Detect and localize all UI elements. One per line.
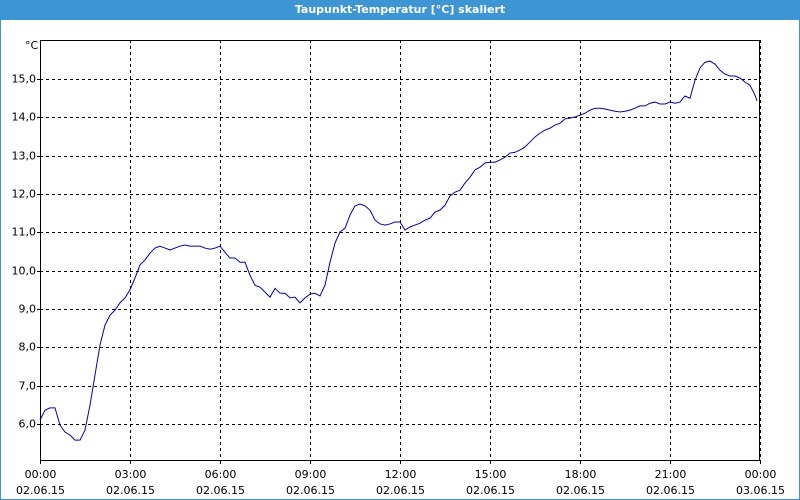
x-tick-label: 00:00 — [25, 468, 57, 481]
plot-frame — [40, 40, 760, 461]
y-tick-label: 8,0 — [19, 341, 37, 354]
y-tick-label: 9,0 — [19, 303, 37, 316]
x-tick-label: 12:00 — [385, 468, 417, 481]
x-tick-label: 03:00 — [115, 468, 147, 481]
x-tick-date: 03.06.15 — [736, 484, 785, 497]
x-tick-date: 02.06.15 — [106, 484, 155, 497]
y-tick-label: 12,0 — [12, 188, 37, 201]
y-tick-label: 15,0 — [12, 73, 37, 86]
x-tick-label: 21:00 — [655, 468, 687, 481]
x-tick-date: 02.06.15 — [646, 484, 695, 497]
y-tick-label: 14,0 — [12, 111, 37, 124]
x-tick-label: 09:00 — [295, 468, 327, 481]
y-tick-label: 13,0 — [12, 150, 37, 163]
y-tick-label: 11,0 — [12, 226, 37, 239]
data-line — [39, 60, 758, 441]
plot-area: 6,0 7,0 8,0 9,0 10,0 11,0 12,0 13,0 14,0 15,0 00:0… — [12, 40, 785, 497]
title-bar — [0, 0, 800, 19]
x-tick-date: 02.06.15 — [556, 484, 605, 497]
x-tick-date: 02.06.15 — [16, 484, 65, 497]
x-tick-label: 00:00 — [745, 468, 777, 481]
y-tick-label: 10,0 — [12, 265, 37, 278]
y-tick-label: 7,0 — [19, 380, 37, 393]
x-tick-label: 15:00 — [475, 468, 507, 481]
x-tick-date: 02.06.15 — [286, 484, 335, 497]
y-tick-label: 6,0 — [19, 418, 37, 431]
x-tick-label: 18:00 — [565, 468, 597, 481]
x-tick-date: 02.06.15 — [376, 484, 425, 497]
chart-title: Taupunkt-Temperatur [°C] skaliert — [295, 3, 505, 16]
x-tick-date: 02.06.15 — [196, 484, 245, 497]
x-tick-date: 02.06.15 — [466, 484, 515, 497]
x-tick-label: 06:00 — [205, 468, 237, 481]
y-unit: °C — [25, 39, 39, 52]
